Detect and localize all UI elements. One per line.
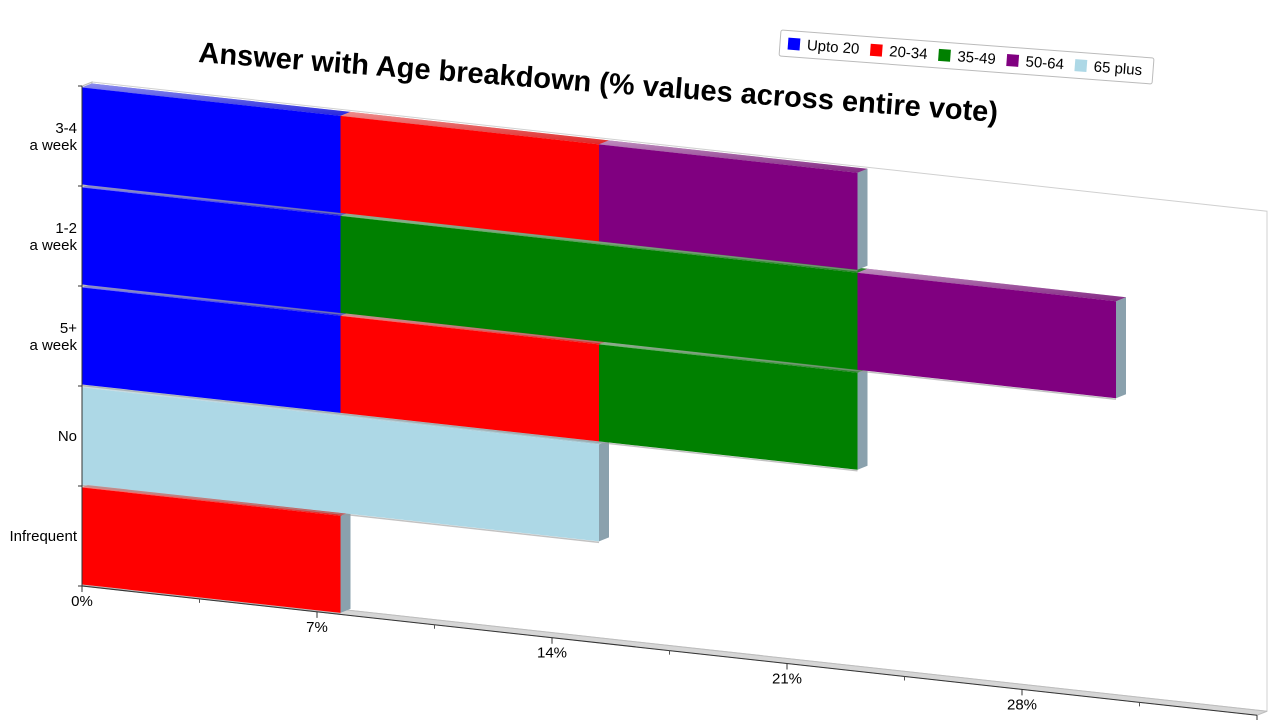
legend-label: 35-49 [957,48,997,68]
bar-segment-20-34 [340,115,599,242]
category-label-line: No [58,428,77,445]
bar-shadow [81,284,1117,400]
legend-swatch [869,43,883,57]
bar-segment-upto-20 [82,87,341,213]
legend-swatch [1006,54,1020,67]
category-label: 1-2 a week [29,220,77,254]
legend-label: 65 plus [1093,59,1143,80]
x-tick-label: 28% [1007,696,1037,713]
category-label-line: Infrequent [9,528,77,545]
bar-end-cap [599,440,609,542]
bar-shadow [81,184,858,272]
bar-segment-35-49 [599,344,858,470]
category-label-line: a week [29,237,77,254]
legend-label: 20-34 [889,43,929,63]
bar-top-highlight [340,111,609,145]
category-label: 3-4 a week [29,120,77,154]
x-tick-label: 0% [71,593,93,610]
category-label-line: 5+ [60,320,77,337]
legend: Upto 20 20-34 35-49 50-64 65 plus [778,29,1155,85]
bar-segment-20-34 [82,487,341,613]
legend-label: 50-64 [1025,53,1065,73]
x-tick-label: 7% [306,619,328,636]
legend-swatch [787,37,801,51]
bar-segment-50-64 [857,272,1116,399]
bar-shadow [81,484,600,544]
bar-segment-50-64 [599,144,858,270]
category-label-line: a week [29,137,77,154]
bar-end-cap [857,368,868,470]
bar-top-highlight [82,83,351,116]
bar-segment-20-34 [340,315,599,442]
category-label: Infrequent [9,528,77,545]
x-tick-label: 14% [537,645,567,662]
legend-swatch [938,48,951,62]
legend-label: Upto 20 [806,37,860,58]
bar-top-highlight [599,140,868,173]
category-label-line: a week [29,337,77,354]
category-label: 5+ a week [29,320,77,354]
legend-box [778,29,1155,85]
bar-segment-upto-20 [82,287,341,413]
legend-group: Upto 20 20-34 35-49 50-64 65 plus [778,29,1155,85]
category-label-line: 3-4 [55,120,77,137]
bar-shadow [81,384,858,472]
bar-segment-65-plus [82,387,599,542]
bar-top-highlight [857,268,1126,302]
bar-segment-35-49 [340,215,858,370]
bar-layer [81,83,1126,615]
x-tick-label: 21% [772,671,802,688]
category-label: No [58,428,77,445]
category-label-line: 1-2 [55,220,77,237]
bar-end-cap [340,511,351,613]
axis-layer [78,85,1258,722]
legend-swatch [1074,59,1088,73]
bar-segment-upto-20 [82,187,341,313]
bar-end-cap [1116,297,1126,399]
bar-end-cap [857,168,868,270]
